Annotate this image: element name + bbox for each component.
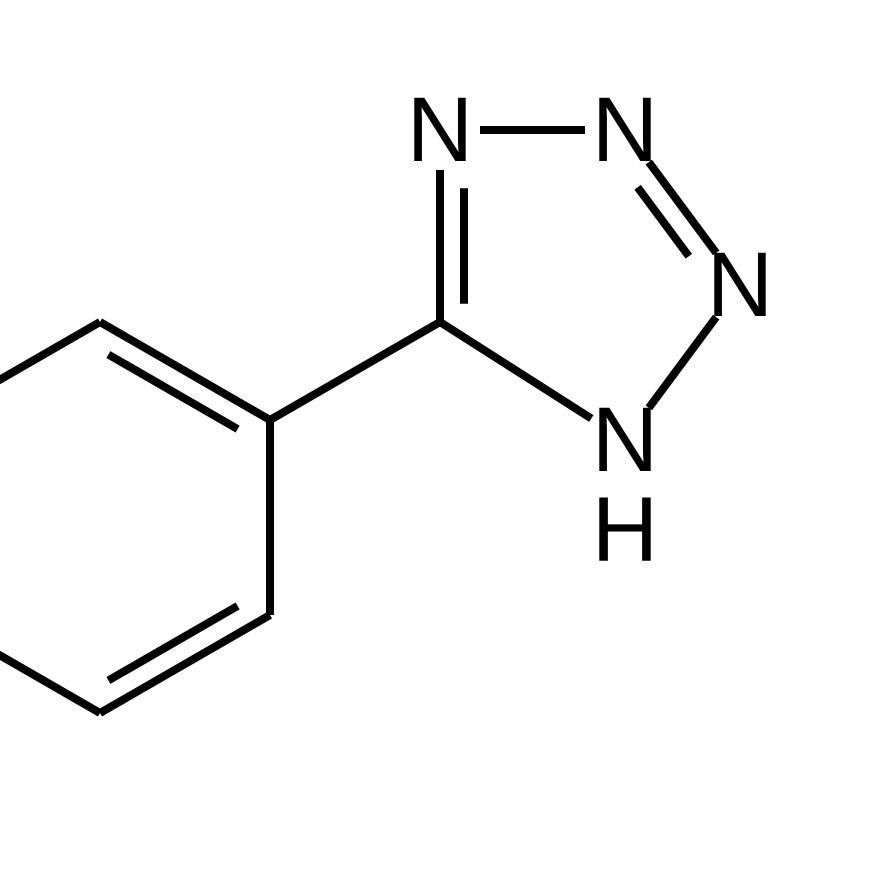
atom-label-N2: N: [592, 79, 658, 181]
atom-label-H1: H: [592, 479, 658, 581]
atom-label-N1: N: [407, 79, 473, 181]
molecule-diagram: NNNNH: [0, 0, 890, 890]
atom-label-N3: N: [707, 234, 773, 336]
atom-label-N4: N: [592, 389, 658, 491]
